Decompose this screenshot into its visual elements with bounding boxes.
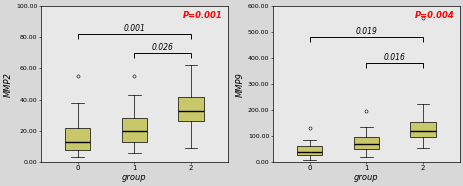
- PathPatch shape: [121, 118, 147, 142]
- Y-axis label: MMP2: MMP2: [4, 72, 13, 97]
- PathPatch shape: [353, 137, 378, 149]
- X-axis label: group: group: [122, 173, 146, 182]
- Text: 0.026: 0.026: [151, 43, 173, 52]
- PathPatch shape: [178, 97, 203, 121]
- Text: 0.019: 0.019: [355, 27, 376, 36]
- Text: 0.001: 0.001: [123, 24, 145, 33]
- X-axis label: group: group: [353, 173, 378, 182]
- Text: P=0.001: P=0.001: [182, 11, 222, 20]
- Y-axis label: MMP9: MMP9: [236, 72, 244, 97]
- Text: P=0.004: P=0.004: [413, 11, 453, 20]
- PathPatch shape: [296, 146, 322, 155]
- PathPatch shape: [409, 122, 435, 137]
- PathPatch shape: [65, 128, 90, 150]
- Text: 0.016: 0.016: [383, 53, 405, 62]
